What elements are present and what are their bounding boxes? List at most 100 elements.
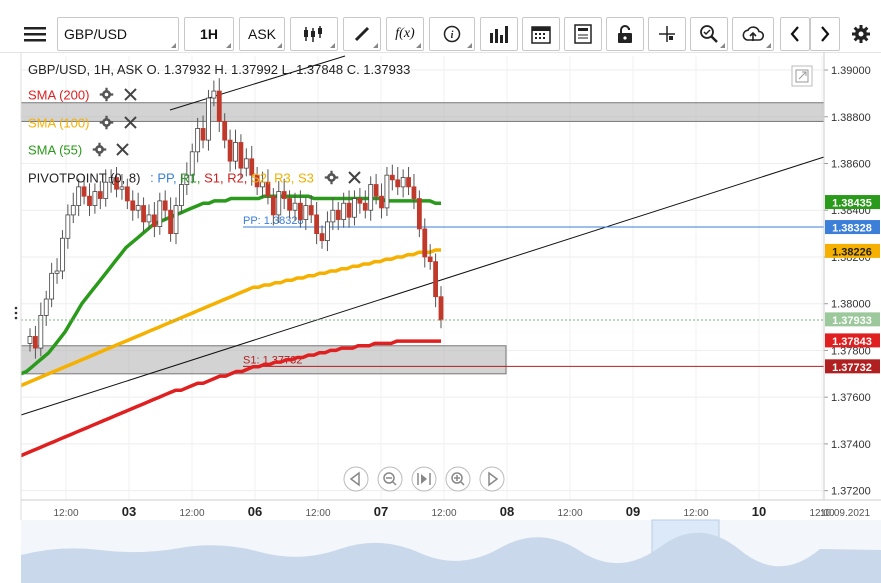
scroll-left-button[interactable] xyxy=(343,466,369,492)
next-button[interactable] xyxy=(810,17,840,51)
candle-body-38 xyxy=(233,142,238,162)
candle-body-62 xyxy=(362,202,368,211)
menu-button[interactable] xyxy=(16,17,54,51)
candle-body-51 xyxy=(303,205,309,220)
candle-body-71 xyxy=(411,186,417,199)
zoom-button[interactable] xyxy=(690,17,728,51)
scroll-right-button[interactable] xyxy=(479,466,505,492)
upper-trendline xyxy=(169,55,346,111)
price-label-bg-5 xyxy=(825,359,880,374)
info-button[interactable]: i xyxy=(429,17,475,51)
sma55-remove-close-icon[interactable] xyxy=(116,143,130,159)
candle-body-63 xyxy=(368,184,374,211)
zoom-out-button[interactable] xyxy=(377,466,403,492)
upload-button[interactable] xyxy=(732,17,774,51)
indicators-button[interactable]: f(x) xyxy=(386,17,424,51)
zoom-controls xyxy=(343,466,505,492)
timeframe-label: 1H xyxy=(200,26,218,42)
xtick-label-3: 06 xyxy=(248,504,262,519)
xtick-label-10: 12:00 xyxy=(683,508,708,519)
xtick-label-11: 10 xyxy=(752,504,766,519)
sma200-settings-gear-icon[interactable] xyxy=(99,87,114,105)
ytick-label-1: 1.38800 xyxy=(831,112,871,124)
candle-body-75 xyxy=(433,261,438,298)
candle-body-76 xyxy=(438,296,444,321)
candle-body-20 xyxy=(135,205,141,211)
price-label-bg-2 xyxy=(825,243,880,258)
sma200-remove-close-icon[interactable] xyxy=(123,88,137,104)
crosshair-button[interactable] xyxy=(648,17,686,51)
candle-body-64 xyxy=(373,184,379,197)
calendar-button[interactable] xyxy=(522,17,560,51)
menu-icon xyxy=(24,27,46,42)
fullscreen-button[interactable] xyxy=(791,65,813,87)
price-label-3: 1.37933 xyxy=(832,315,872,327)
price-label-1: 1.38328 xyxy=(832,223,872,235)
trendlines xyxy=(20,55,825,416)
drag-handle[interactable] xyxy=(14,306,18,320)
candle-body-68 xyxy=(395,179,401,188)
lock-button[interactable] xyxy=(606,17,644,51)
candle-body-19 xyxy=(130,200,136,211)
price-type-select[interactable]: ASK xyxy=(239,17,285,51)
chart-type-button[interactable] xyxy=(290,17,338,51)
pivot-item-2: S1, xyxy=(200,170,224,186)
reset-zoom-icon xyxy=(417,473,431,485)
x-axis: 12:00 03 12:00 06 12:00 07 12:00 08 12:00 09 12:00… xyxy=(53,504,870,519)
price-label-5: 1.37732 xyxy=(832,362,872,374)
next-icon xyxy=(821,26,830,42)
settings-icon xyxy=(852,25,870,43)
zoom-in-button[interactable] xyxy=(445,466,471,492)
info-icon: i xyxy=(443,25,461,43)
symbol-select[interactable]: GBP/USD xyxy=(57,17,179,51)
xtick-label-2: 12:00 xyxy=(179,508,204,519)
lower-trendline xyxy=(20,156,825,416)
ytick-label-6: 1.37800 xyxy=(831,345,871,357)
candle-body-65 xyxy=(379,195,384,209)
sma100-label: SMA (100) xyxy=(28,115,90,131)
volume-button[interactable] xyxy=(480,17,518,51)
xtick-label-0: 12:00 xyxy=(53,508,78,519)
candle-body-70 xyxy=(406,177,411,188)
pivot-text-S1: S1: 1.37732 xyxy=(243,354,302,366)
sma100-settings-gear-icon[interactable] xyxy=(99,115,114,133)
candle-body-23 xyxy=(151,214,157,227)
candles-icon xyxy=(304,26,322,42)
candle-body-5 xyxy=(54,270,60,274)
pivot-settings-gear-icon[interactable] xyxy=(324,170,339,188)
prev-button[interactable] xyxy=(780,17,810,51)
zoom-icon xyxy=(700,25,718,43)
ytick-label-5: 1.38000 xyxy=(831,299,871,311)
candle-body-37 xyxy=(227,139,233,162)
sma55-settings-gear-icon[interactable] xyxy=(92,142,107,160)
timeframe-select[interactable]: 1H xyxy=(184,17,234,51)
candle-body-69 xyxy=(400,177,406,188)
candle-body-52 xyxy=(308,205,314,216)
notes-button[interactable] xyxy=(564,17,602,51)
candle-body-33 xyxy=(206,97,211,141)
candle-body-32 xyxy=(200,128,206,141)
pivot-remove-close-icon[interactable] xyxy=(348,171,361,187)
xtick-label-9: 09 xyxy=(626,504,640,519)
sma200-legend: SMA (200) xyxy=(28,87,137,105)
candle-body-73 xyxy=(422,228,428,258)
sma100-remove-close-icon[interactable] xyxy=(123,116,137,132)
xtick-label-13: 10.09.2021 xyxy=(820,508,870,519)
settings-button[interactable] xyxy=(846,17,876,51)
candle-body-27 xyxy=(173,205,179,234)
zones xyxy=(20,102,825,375)
candle-body-29 xyxy=(184,174,190,185)
candle-body-58 xyxy=(341,202,347,220)
draw-button[interactable] xyxy=(343,17,381,51)
candle-body-54 xyxy=(319,233,325,242)
candle-body-40 xyxy=(243,158,249,169)
notes-icon xyxy=(574,24,592,44)
expand-icon xyxy=(795,69,809,83)
reset-zoom-button[interactable] xyxy=(411,466,437,492)
candle-body-2 xyxy=(38,314,44,349)
navigator[interactable] xyxy=(21,519,881,583)
candle-body-11 xyxy=(87,195,92,206)
candle-body-39 xyxy=(238,142,244,169)
pivot-item-6: S3 xyxy=(294,170,314,186)
